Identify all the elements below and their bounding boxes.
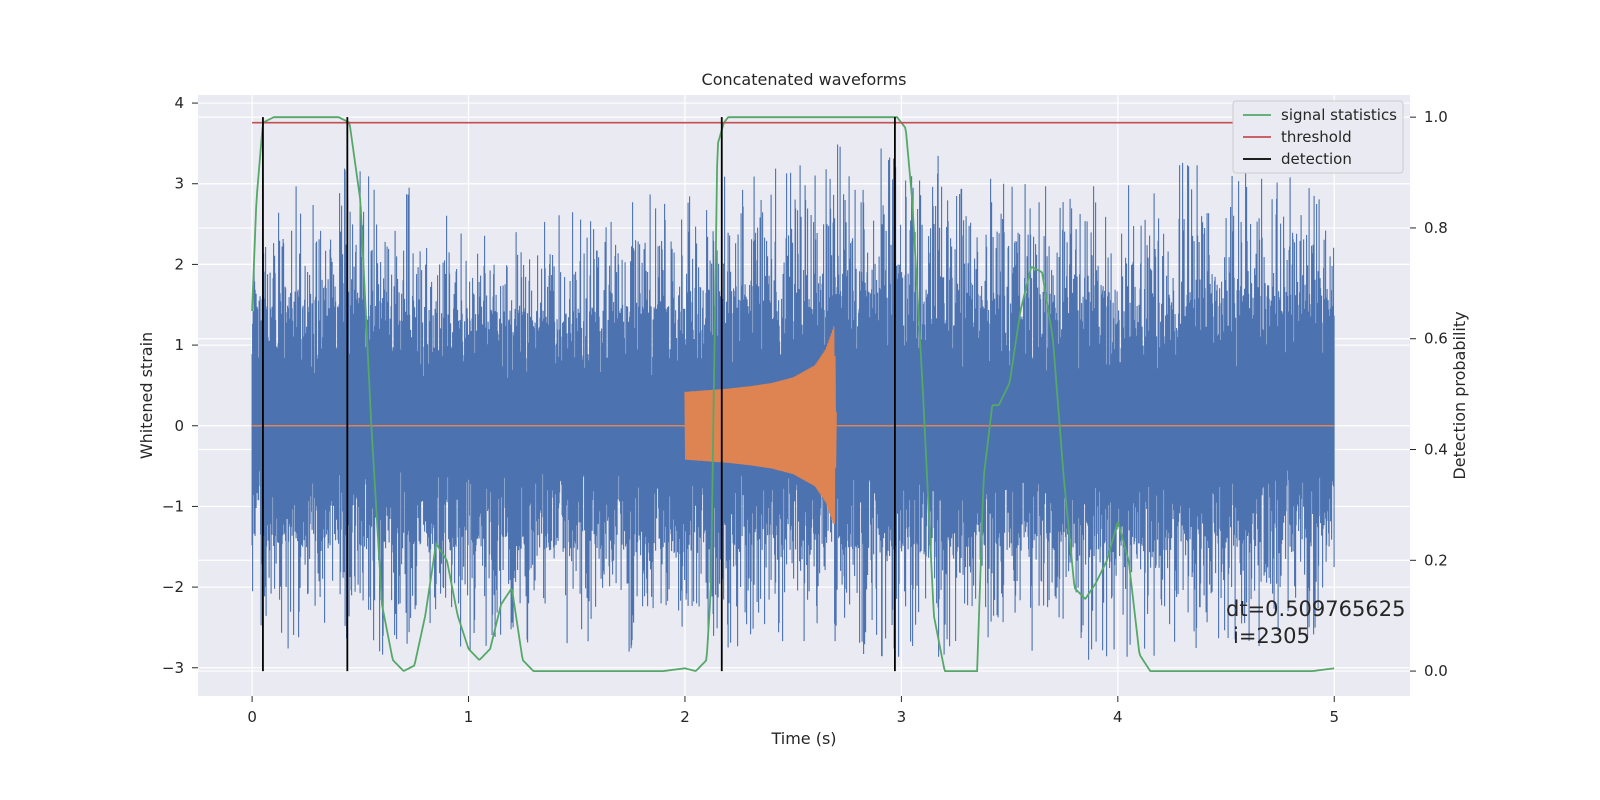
y2-tick-label: 0.8	[1424, 219, 1448, 237]
x-tick-label: 1	[464, 708, 474, 726]
y-tick-label: −1	[162, 497, 184, 515]
y-tick-label: 2	[174, 255, 184, 273]
y2-tick-label: 0.2	[1424, 551, 1448, 569]
x-tick-label: 5	[1329, 708, 1339, 726]
y2-tick-label: 0.0	[1424, 662, 1448, 680]
y-tick-label: 1	[174, 336, 184, 354]
y-tick-label: −2	[162, 578, 184, 596]
y2-axis-label: Detection probability	[1450, 311, 1469, 479]
x-tick-label: 2	[680, 708, 690, 726]
series-injected-chirp	[684, 326, 837, 524]
series-layer	[251, 116, 1335, 672]
x-axis-label: Time (s)	[770, 729, 836, 748]
annotation-i: i=2305	[1233, 624, 1310, 648]
y-tick-label: 4	[174, 94, 184, 112]
y2-tick-label: 0.4	[1424, 441, 1448, 459]
y-tick-label: 3	[174, 175, 184, 193]
y2-tick-label: 0.6	[1424, 330, 1448, 348]
x-tick-label: 3	[897, 708, 907, 726]
x-tick-label: 0	[247, 708, 257, 726]
chart-title: Concatenated waveforms	[702, 70, 907, 89]
legend-box	[1232, 100, 1404, 174]
y-axis-label: Whitened strain	[137, 332, 156, 459]
y-tick-label: 0	[174, 417, 184, 435]
legend-entry-detection: detection	[1281, 150, 1352, 168]
annotation-dt: dt=0.509765625	[1226, 597, 1405, 621]
y2-tick-label: 1.0	[1424, 108, 1448, 126]
legend: signal statistics threshold detection	[1232, 100, 1404, 174]
legend-entry-signal-statistics: signal statistics	[1281, 106, 1397, 124]
legend-entry-threshold: threshold	[1281, 128, 1352, 146]
x-tick-label: 4	[1113, 708, 1123, 726]
axes-layer: 0 1 2 3 4 5 −3 −2 −1 0 1 2 3 4 0.0 0.2 0.4 0.6 0.8 1.0	[162, 94, 1448, 726]
y-tick-label: −3	[162, 659, 184, 677]
series-signal-statistics	[251, 116, 1335, 672]
